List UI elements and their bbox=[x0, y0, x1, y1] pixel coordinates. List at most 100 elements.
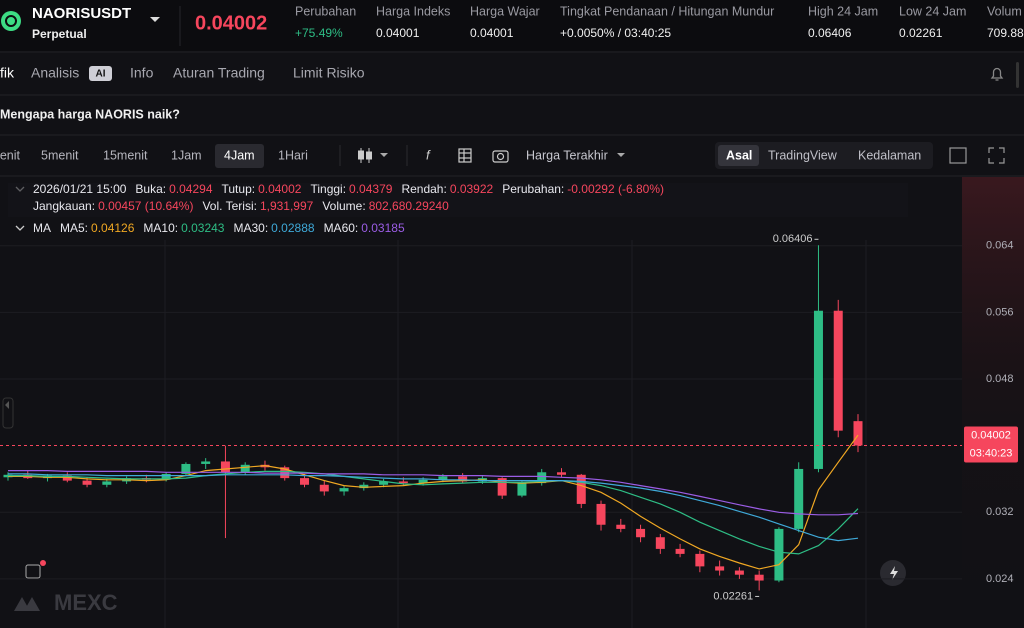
coin-icon bbox=[1, 11, 21, 31]
high-label: 0.06406 bbox=[773, 233, 813, 245]
camera-icon[interactable] bbox=[492, 150, 509, 163]
stat-label: Harga Indeks bbox=[376, 4, 450, 18]
collapse-caret[interactable] bbox=[15, 225, 25, 231]
candle-body bbox=[62, 475, 72, 481]
info-value: 0.04379 bbox=[349, 182, 393, 196]
info-value: -0.00292 (-6.80%) bbox=[567, 182, 664, 196]
ma-label: MA10: bbox=[143, 221, 178, 235]
info-label: Vol. Terisi: bbox=[202, 199, 256, 213]
stat-label: Harga Wajar bbox=[470, 4, 540, 18]
candle-body bbox=[675, 548, 685, 554]
interval[interactable]: 1Jam bbox=[171, 148, 202, 162]
y-tick-label: 0.048 bbox=[986, 373, 1014, 385]
interval[interactable]: 4Jam bbox=[224, 148, 255, 162]
lightning-icon bbox=[890, 566, 898, 580]
last-price-label: 0.04002 bbox=[971, 429, 1011, 441]
stat-value: 709.88 bbox=[987, 26, 1024, 40]
countdown: 03:40:23 bbox=[970, 447, 1013, 459]
candle-body bbox=[398, 481, 408, 484]
candle-body bbox=[418, 479, 428, 484]
candle-body bbox=[379, 481, 389, 485]
last-price: 0.04002 bbox=[195, 12, 267, 34]
candle-body bbox=[497, 478, 507, 496]
info-value: 0.04294 bbox=[169, 182, 213, 196]
last-price-box bbox=[964, 426, 1018, 463]
info-label: Rendah: bbox=[401, 182, 446, 196]
candle-body bbox=[616, 524, 626, 529]
ma-value: 0.03185 bbox=[361, 221, 405, 235]
layout-icon[interactable] bbox=[458, 148, 472, 163]
candle-body bbox=[161, 473, 171, 480]
interval[interactable]: 15menit bbox=[103, 148, 148, 162]
info-date: 2026/01/21 15:00 bbox=[33, 182, 127, 196]
stat-label: Perubahan bbox=[295, 4, 356, 18]
interval[interactable]: 1menit bbox=[0, 148, 21, 162]
side-handle-box[interactable] bbox=[2, 397, 14, 429]
low-label: 0.02261 bbox=[713, 590, 753, 602]
tab[interactable]: Analisis bbox=[31, 65, 79, 81]
top-bar bbox=[0, 0, 1024, 52]
tab[interactable]: Limit Risiko bbox=[293, 65, 365, 81]
candle-body bbox=[556, 472, 566, 475]
tab[interactable]: Aturan Trading bbox=[173, 65, 265, 81]
alert-icon[interactable] bbox=[25, 564, 41, 579]
candle-body bbox=[774, 528, 784, 581]
time-grid bbox=[164, 240, 867, 628]
view-switch bbox=[715, 142, 933, 169]
ma-value: 0.03243 bbox=[181, 221, 225, 235]
candle-body bbox=[458, 476, 468, 482]
fullscreen-icon[interactable] bbox=[988, 147, 1005, 164]
interval[interactable]: 1Hari bbox=[278, 148, 308, 162]
stat-value: 0.04001 bbox=[470, 26, 514, 40]
candle-body bbox=[181, 463, 191, 474]
candle-type-icon[interactable] bbox=[358, 148, 372, 163]
y-tick-label: 0.024 bbox=[986, 573, 1014, 585]
window-icon[interactable] bbox=[949, 147, 967, 164]
side-handle[interactable] bbox=[5, 401, 9, 409]
view-option[interactable]: Asal bbox=[726, 148, 752, 162]
candle-body bbox=[813, 310, 823, 469]
price-type[interactable]: Harga Terakhir bbox=[526, 148, 608, 162]
view-option[interactable]: TradingView bbox=[768, 148, 838, 162]
bell-icon[interactable] bbox=[990, 67, 1004, 81]
stat-label: High 24 Jam bbox=[808, 4, 878, 18]
symbol-dropdown[interactable] bbox=[150, 17, 160, 22]
stat-value: +0.0050% / 03:40:25 bbox=[560, 26, 671, 40]
tab[interactable]: Info bbox=[130, 65, 154, 81]
interval[interactable]: 5menit bbox=[41, 148, 79, 162]
info-panel bbox=[8, 183, 908, 217]
candle-body bbox=[596, 503, 606, 525]
candle-body bbox=[102, 481, 112, 485]
dropdown-caret[interactable] bbox=[380, 153, 388, 157]
indicator-icon[interactable]: f bbox=[426, 147, 431, 162]
view-active-bg bbox=[718, 145, 759, 166]
ai-badge-bg bbox=[89, 66, 112, 81]
stat-value: 0.04001 bbox=[376, 26, 420, 40]
candle-body bbox=[517, 483, 527, 496]
candle-body bbox=[300, 478, 310, 485]
scrollbar bbox=[1016, 62, 1019, 88]
tab[interactable]: Grafik bbox=[0, 65, 15, 81]
panel bbox=[0, 53, 1024, 628]
candle-body bbox=[794, 468, 804, 529]
info-value: 1,931,997 bbox=[260, 199, 314, 213]
watermark: MEXC bbox=[54, 590, 118, 615]
view-option[interactable]: Kedalaman bbox=[858, 148, 921, 162]
y-tick-label: 0.056 bbox=[986, 306, 1014, 318]
info-label: Volume: bbox=[322, 199, 365, 213]
info-label: Perubahan: bbox=[502, 182, 564, 196]
info-label: Buka: bbox=[135, 182, 166, 196]
price-type-caret[interactable] bbox=[617, 153, 625, 157]
info-label: Tinggi: bbox=[310, 182, 346, 196]
y-tick-label: 0.032 bbox=[986, 506, 1014, 518]
candle-body bbox=[319, 484, 329, 492]
banner[interactable]: Mengapa harga NAORIS naik? bbox=[0, 107, 180, 121]
stat-value: +75.49% bbox=[295, 26, 343, 40]
y-tick-label: 0.064 bbox=[986, 240, 1014, 252]
ma-label: MA5: bbox=[60, 221, 88, 235]
candle-body bbox=[576, 474, 586, 504]
contract-type: Perpetual bbox=[32, 27, 87, 41]
candle-body bbox=[833, 310, 843, 431]
